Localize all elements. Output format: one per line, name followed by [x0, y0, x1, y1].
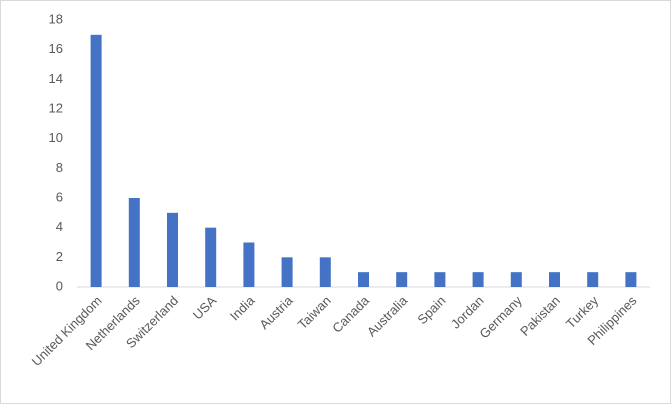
y-tick-label: 0 — [56, 278, 63, 293]
y-tick-label: 18 — [49, 11, 63, 26]
bar — [625, 272, 637, 287]
bar — [396, 272, 408, 287]
bar — [472, 272, 484, 287]
bar — [243, 242, 255, 287]
y-tick-label: 2 — [56, 249, 63, 264]
bar — [128, 198, 140, 287]
bar — [434, 272, 446, 287]
bar — [587, 272, 599, 287]
bar — [319, 257, 331, 287]
y-tick-label: 12 — [49, 100, 63, 115]
y-tick-label: 10 — [49, 130, 63, 145]
y-tick-label: 8 — [56, 160, 63, 175]
y-tick-label: 16 — [49, 41, 63, 56]
bar — [90, 34, 102, 288]
bar — [358, 272, 369, 287]
bar — [510, 272, 522, 287]
bar — [549, 272, 560, 287]
y-tick-label: 4 — [56, 219, 63, 234]
bar — [281, 257, 293, 287]
y-tick-label: 6 — [56, 189, 63, 204]
y-tick-label: 14 — [49, 71, 63, 86]
bar — [167, 212, 178, 287]
bar — [205, 227, 217, 287]
